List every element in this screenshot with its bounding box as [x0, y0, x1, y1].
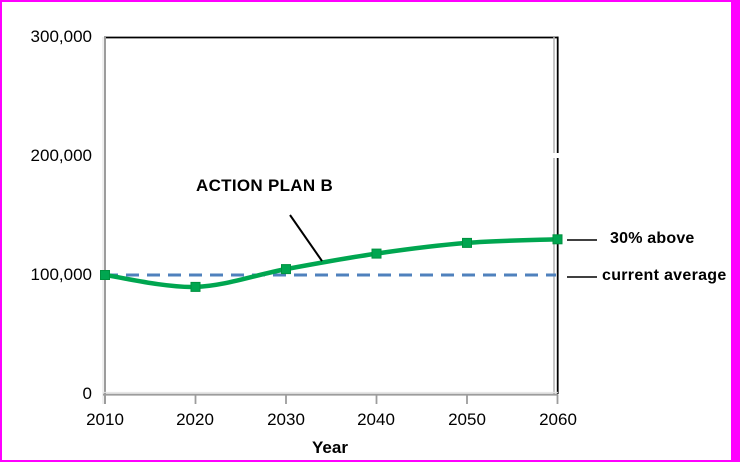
x-tick-label: 2050 [448, 410, 486, 429]
action-plan-b-line [102, 237, 560, 290]
frame-border-left [0, 0, 2, 462]
x-axis-title: Year [312, 438, 348, 457]
frame-border-bottom [0, 460, 740, 462]
frame-border-top [0, 0, 740, 2]
data-point-marker [552, 234, 563, 245]
frame-border-right [731, 0, 740, 462]
data-point-marker [371, 248, 382, 259]
x-tick-label: 2040 [357, 410, 395, 429]
data-point-marker [100, 270, 110, 280]
annotation-30-percent-above: 30% above [610, 230, 695, 247]
y-tick-label: 0 [82, 384, 92, 403]
y-tick-label: 100,000 [30, 265, 92, 284]
action-plan-b-pointer-line [289, 214, 323, 262]
x-tick-label: 2030 [267, 410, 305, 429]
y-tick-label: 300,000 [30, 27, 92, 46]
data-point-marker [281, 264, 291, 275]
x-tick-label: 2010 [86, 410, 124, 429]
annotation-current-average: current average [602, 267, 727, 284]
right-axis-tick-notch [550, 153, 560, 158]
x-tick-label: 2060 [539, 410, 577, 429]
x-tick-label: 2020 [176, 410, 214, 429]
y-tick-label: 200,000 [30, 146, 92, 165]
data-point-marker [190, 281, 201, 292]
data-point-marker [462, 237, 472, 248]
series-annotation-action-plan-b: ACTION PLAN B [196, 176, 334, 195]
